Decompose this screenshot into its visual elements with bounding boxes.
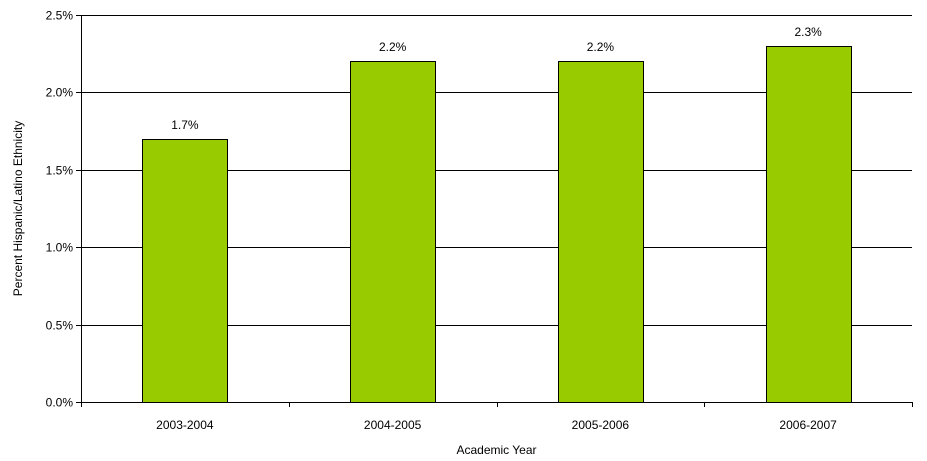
data-label: 2.3% xyxy=(794,25,822,39)
bar-2004-2005 xyxy=(350,61,436,403)
y-tick-label: 0.5% xyxy=(46,319,74,333)
x-tick-label: 2003-2004 xyxy=(156,418,214,432)
bars xyxy=(142,46,852,403)
x-axis-title: Academic Year xyxy=(456,443,536,457)
axes xyxy=(81,15,912,403)
y-axis-title: Percent Hispanic/Latino Ethnicity xyxy=(11,121,25,296)
bar-2003-2004 xyxy=(142,139,228,403)
data-label: 2.2% xyxy=(379,40,407,54)
bar-2005-2006 xyxy=(558,61,644,403)
data-labels: 1.7% 2.2% 2.2% 2.3% xyxy=(171,25,822,132)
y-tick-label: 2.0% xyxy=(46,86,74,100)
data-label: 1.7% xyxy=(171,118,199,132)
data-label: 2.2% xyxy=(587,40,615,54)
x-axis-ticks: 2003-2004 2004-2005 2005-2006 2006-2007 xyxy=(81,402,913,432)
y-tick-label: 2.5% xyxy=(46,9,74,23)
y-tick-label: 1.0% xyxy=(46,241,74,255)
y-axis-ticks: 0.0% 0.5% 1.0% 1.5% 2.0% 2.5% xyxy=(46,9,81,410)
x-tick-label: 2005-2006 xyxy=(572,418,630,432)
x-tick-label: 2004-2005 xyxy=(364,418,422,432)
y-tick-label: 1.5% xyxy=(46,164,74,178)
y-tick-label: 0.0% xyxy=(46,396,74,410)
x-tick-label: 2006-2007 xyxy=(779,418,837,432)
bar-2006-2007 xyxy=(766,46,852,403)
